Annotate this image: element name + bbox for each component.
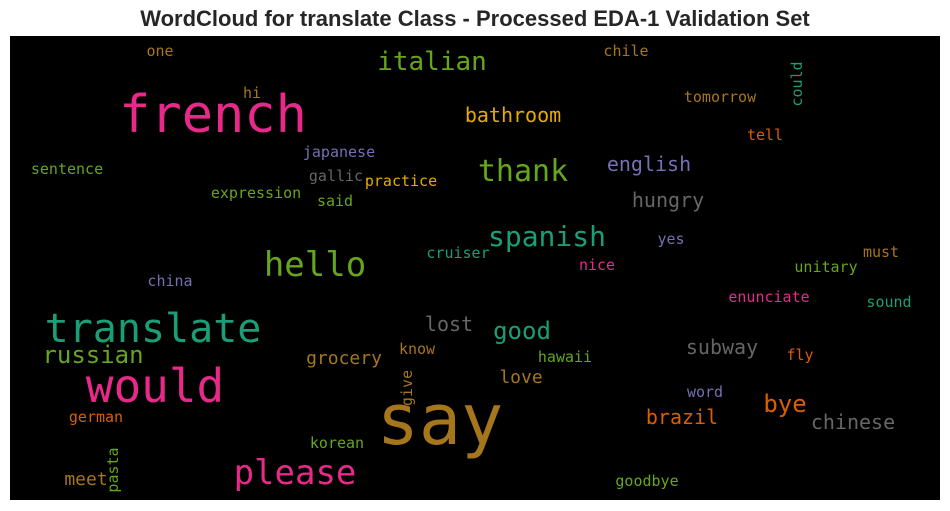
word-enunciate: enunciate [728, 288, 809, 306]
word-one: one [146, 42, 173, 60]
word-gallic: gallic [309, 167, 363, 185]
word-grocery: grocery [306, 348, 382, 369]
word-love: love [499, 367, 542, 388]
word-fly: fly [786, 346, 813, 364]
word-said: said [317, 192, 353, 210]
word-sound: sound [866, 293, 911, 311]
word-german: german [69, 408, 123, 426]
word-brazil: brazil [646, 405, 718, 429]
word-hawaii: hawaii [538, 348, 592, 366]
word-word: word [687, 383, 723, 401]
word-give: give [398, 370, 416, 406]
word-nice: nice [579, 256, 615, 274]
word-tomorrow: tomorrow [684, 88, 757, 106]
word-hi: hi [243, 84, 261, 102]
word-lost: lost [425, 312, 473, 336]
word-china: china [147, 272, 192, 290]
word-sentence: sentence [31, 160, 103, 178]
word-must: must [863, 243, 899, 261]
word-would: would [86, 359, 224, 413]
word-korean: korean [310, 434, 364, 452]
word-expression: expression [211, 184, 301, 202]
word-good: good [493, 317, 551, 345]
word-cruiser: cruiser [426, 244, 489, 262]
word-bye: bye [763, 390, 806, 418]
chart-title: WordCloud for translate Class - Processe… [140, 6, 810, 31]
word-russian: russian [42, 341, 143, 369]
word-practice: practice [365, 172, 437, 190]
word-unitary: unitary [794, 258, 857, 276]
word-hungry: hungry [632, 188, 704, 212]
word-could: could [788, 61, 806, 106]
word-spanish: spanish [488, 220, 606, 253]
word-translate: translate [45, 306, 262, 352]
word-subway: subway [686, 335, 758, 359]
word-please: please [234, 453, 357, 493]
word-yes: yes [657, 230, 684, 248]
word-meet: meet [64, 469, 107, 490]
word-thank: thank [478, 154, 568, 189]
word-tell: tell [747, 126, 783, 144]
word-chile: chile [603, 42, 648, 60]
word-chinese: chinese [811, 410, 895, 434]
word-hello: hello [264, 245, 366, 285]
word-bathroom: bathroom [465, 103, 561, 127]
word-french: french [119, 85, 307, 145]
word-know: know [399, 340, 436, 358]
word-italian: italian [377, 47, 487, 77]
word-say: say [377, 379, 503, 461]
word-pasta: pasta [104, 447, 122, 492]
word-goodbye: goodbye [615, 472, 678, 490]
word-japanese: japanese [303, 143, 375, 161]
wordcloud-canvas: say french would translate hello please thank s… [10, 36, 940, 500]
word-english: english [607, 152, 691, 176]
